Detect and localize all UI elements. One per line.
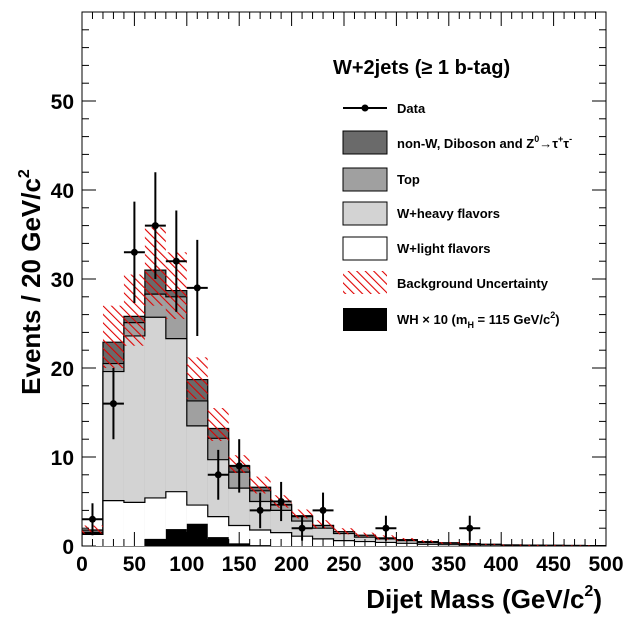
- data-point: [320, 507, 327, 514]
- legend-label-data: Data: [397, 101, 426, 116]
- y-tick-label: 50: [51, 91, 74, 114]
- x-tick-label: 300: [379, 553, 414, 576]
- uncertainty-band: [354, 533, 375, 537]
- x-tick-label: 200: [274, 553, 309, 576]
- legend-swatch-top: [343, 168, 387, 191]
- uncertainty-band: [208, 408, 229, 441]
- data-point: [382, 525, 389, 532]
- y-axis-title-sup: 2: [16, 169, 33, 178]
- x-tick-label: 150: [222, 553, 257, 576]
- legend-label-heavy: W+heavy flavors: [397, 206, 500, 221]
- x-axis-title-close: ): [593, 584, 602, 614]
- legend-label-uncertainty: Background Uncertainty: [397, 276, 549, 291]
- uncertainty-band: [103, 306, 124, 368]
- legend-swatch-wh: [343, 308, 387, 331]
- x-tick-label: 250: [326, 553, 361, 576]
- legend-label-wh-main: WH × 10 (m: [397, 312, 467, 327]
- x-tick-label: 0: [76, 553, 88, 576]
- x-axis-title-main: Dijet Mass (GeV/c: [366, 584, 584, 614]
- x-axis-title: Dijet Mass (GeV/c2): [366, 583, 602, 614]
- data-point: [173, 258, 180, 265]
- x-tick-label: 350: [431, 553, 466, 576]
- legend-label-top: Top: [397, 172, 420, 187]
- legend-swatch-nonw: [343, 131, 387, 154]
- uncertainty-band: [250, 477, 271, 494]
- legend-swatch-uncertainty: [343, 271, 387, 294]
- legend-label-nonw-sup3: -: [569, 134, 572, 144]
- uncertainty-band: [187, 357, 208, 399]
- data-point: [466, 525, 473, 532]
- legend-label-nonw-arrow: →: [539, 136, 552, 151]
- y-axis-title-main: Events / 20 GeV/c: [16, 178, 46, 395]
- x-tick-label: 400: [484, 553, 519, 576]
- data-point: [152, 222, 159, 229]
- data-point: [194, 284, 201, 291]
- y-tick-label: 20: [51, 358, 74, 381]
- data-point: [299, 525, 306, 532]
- x-tick-label: 100: [169, 553, 204, 576]
- legend-label-wh-mid: = 115 GeV/c: [474, 312, 550, 327]
- legend-label-light: W+light flavors: [397, 241, 491, 256]
- y-tick-label: 0: [62, 536, 74, 559]
- y-tick-label: 30: [51, 269, 74, 292]
- x-tick-label: 50: [123, 553, 146, 576]
- data-point: [110, 400, 117, 407]
- y-tick-label: 10: [51, 447, 74, 470]
- legend-swatch-light: [343, 237, 387, 260]
- x-tick-label: 450: [536, 553, 571, 576]
- x-axis-title-sup: 2: [584, 583, 593, 600]
- data-point: [257, 507, 264, 514]
- legend-swatch-heavy: [343, 202, 387, 225]
- legend-data-marker-dot: [362, 105, 369, 112]
- y-tick-label: 40: [51, 180, 74, 203]
- legend-title: W+2jets (≥ 1 b-tag): [333, 57, 510, 79]
- stack-bar-w-light-flavors: [145, 498, 166, 546]
- data-point: [131, 249, 138, 256]
- data-point: [236, 462, 243, 469]
- legend-label-nonw: non-W, Diboson and Z0→τ+τ-: [397, 134, 572, 151]
- legend-label-wh-end: ): [555, 312, 559, 327]
- data-point: [89, 516, 96, 523]
- data-point: [278, 498, 285, 505]
- legend-label-nonw-main: non-W, Diboson and Z: [397, 136, 534, 151]
- x-tick-label: 500: [588, 553, 623, 576]
- data-point: [215, 471, 222, 478]
- y-axis-title: Events / 20 GeV/c2: [16, 169, 46, 395]
